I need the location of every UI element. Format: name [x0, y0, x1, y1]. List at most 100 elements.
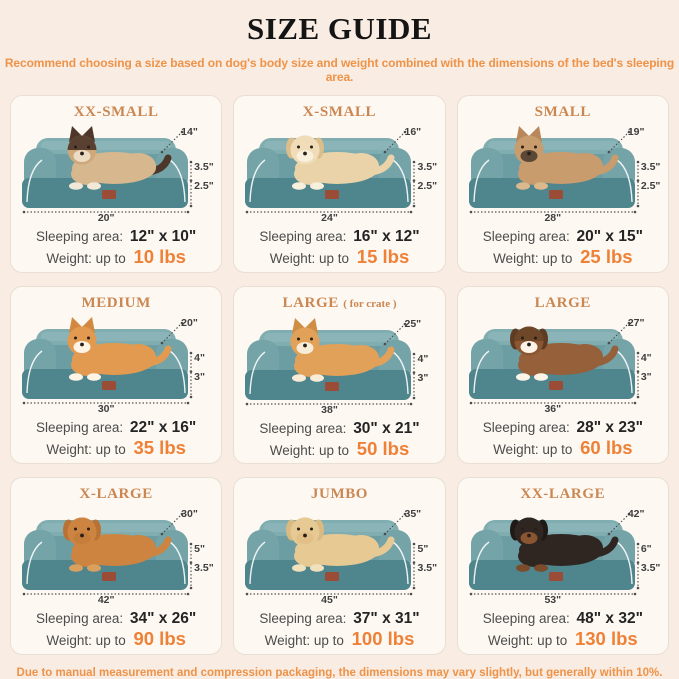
piping-right	[616, 541, 633, 585]
header: SIZE GUIDE Recommend choosing a size bas…	[0, 0, 679, 84]
bed-brand-tag	[102, 190, 117, 199]
size-label: LARGE	[534, 295, 591, 311]
weight-line: Weight: up to 130 lbs	[458, 628, 668, 652]
piping-left	[249, 159, 266, 203]
bed-illustration: 35" 5" 3.5" 45"	[237, 504, 441, 608]
piping-right	[393, 541, 410, 585]
weight-line: Weight: up to 15 lbs	[234, 246, 444, 270]
piping-right	[169, 350, 186, 394]
pet-eye-left	[74, 336, 78, 340]
dim-width-label: 20"	[97, 212, 115, 224]
bed-brand-tag	[548, 190, 563, 199]
dim-bolster-height-label: 3.5"	[417, 161, 438, 173]
footer-note: Due to manual measurement and compressio…	[16, 667, 663, 679]
weight-value: 50 lbs	[356, 438, 410, 459]
pet-eye-right	[87, 145, 91, 149]
weight-value: 90 lbs	[133, 628, 186, 649]
dim-depth-label: 42"	[627, 508, 645, 520]
pet-eye-left	[520, 527, 524, 531]
weight-line: Weight: up to 50 lbs	[234, 438, 444, 462]
size-label: MEDIUM	[81, 295, 151, 311]
dim-depth-label: 35"	[404, 508, 422, 520]
bed-pet-graphic	[245, 318, 416, 406]
dimension-lines	[22, 321, 193, 405]
dim-base-height-label: 2.5"	[194, 180, 214, 192]
sleeping-area-value: 48" x 32"	[576, 610, 643, 627]
bed-illustration: 14" 3.5" 2.5" 20"	[14, 122, 218, 226]
dimension-lines	[469, 130, 640, 214]
page-subtitle: Recommend choosing a size based on dog's…	[4, 56, 675, 84]
bed-pet-graphic	[468, 321, 640, 405]
size-label: XX-SMALL	[73, 104, 159, 120]
pet-rottweiler	[509, 517, 619, 572]
dim-bolster-height-label: 6"	[640, 543, 652, 555]
bed-brand-tag	[548, 572, 563, 581]
sleeping-area-line: Sleeping area: 20" x 15"	[458, 227, 668, 246]
size-label: JUMBO	[310, 486, 369, 502]
weight-label: Weight: up to	[269, 251, 353, 266]
dim-base-height-label: 3.5"	[640, 562, 661, 574]
sleeping-area-value: 30" x 21"	[353, 420, 420, 437]
piping-right	[393, 159, 410, 203]
weight-label: Weight: up to	[487, 633, 571, 648]
dim-bolster-height-label: 3.5"	[194, 161, 214, 173]
size-card: X-LARGE	[10, 477, 223, 655]
sleeping-area-line: Sleeping area: 48" x 32"	[458, 609, 668, 628]
piping-left	[26, 350, 43, 394]
pet-nose	[303, 151, 308, 156]
pet-eye-right	[87, 336, 91, 340]
bed-brand-tag	[548, 381, 563, 390]
size-label: SMALL	[534, 104, 591, 120]
bed-illustration: 20" 4" 3" 30"	[14, 313, 218, 417]
weight-label: Weight: up to	[269, 443, 353, 458]
pet-nose	[526, 342, 531, 347]
dim-base-height-label: 3"	[417, 372, 429, 384]
size-label: XX-LARGE	[520, 486, 606, 502]
sleeping-area-value: 16" x 12"	[353, 228, 420, 245]
weight-label: Weight: up to	[493, 251, 577, 266]
dim-depth-label: 20"	[181, 317, 198, 329]
bed-illustration: 42" 6" 3.5" 53"	[461, 504, 665, 608]
sleeping-area-line: Sleeping area: 30" x 21"	[234, 419, 444, 438]
bed-brand-tag	[325, 382, 340, 391]
pet-nose	[80, 151, 85, 156]
pet-cat	[67, 126, 172, 190]
weight-label: Weight: up to	[46, 633, 130, 648]
piping-right	[393, 351, 410, 395]
bed-brand-tag	[102, 381, 117, 390]
bed-illustration: 27" 4" 3" 36"	[461, 313, 665, 417]
dimension-lines	[246, 322, 416, 406]
piping-right	[616, 350, 633, 394]
pet-border-collie	[509, 326, 619, 381]
sleeping-area-line: Sleeping area: 34" x 26"	[11, 609, 221, 628]
pet-eye-right	[533, 527, 537, 531]
dim-width-label: 53"	[544, 594, 562, 606]
piping-left	[473, 350, 490, 394]
sleeping-area-label: Sleeping area:	[36, 229, 127, 244]
sleeping-area-label: Sleeping area:	[482, 611, 574, 626]
size-card: LARGE	[456, 286, 669, 464]
piping-left	[473, 159, 490, 203]
dim-base-height-label: 3.5"	[194, 562, 214, 574]
size-title: XX-SMALL	[11, 103, 221, 121]
dimension-lines	[469, 512, 640, 596]
piping-left	[26, 541, 43, 585]
pet-nose	[303, 533, 308, 538]
bed-illustration: 16" 3.5" 2.5" 24"	[237, 122, 441, 226]
sleeping-area-line: Sleeping area: 37" x 31"	[234, 609, 444, 628]
dim-base-height-label: 3.5"	[417, 562, 438, 574]
bed-illustration: 19" 3.5" 2.5" 28"	[461, 122, 665, 226]
dim-depth-label: 19"	[627, 126, 645, 138]
size-title: LARGE	[458, 294, 668, 312]
size-card: SMALL	[456, 95, 669, 273]
pet-eye-left	[74, 145, 78, 149]
dim-depth-label: 16"	[404, 126, 422, 138]
pet-nose	[80, 342, 85, 347]
pet-eye-right	[533, 336, 537, 340]
pet-eye-left	[520, 336, 524, 340]
pet-eye-left	[74, 527, 78, 531]
pet-eye-right	[310, 527, 314, 531]
weight-value: 130 lbs	[574, 628, 638, 649]
weight-line: Weight: up to 100 lbs	[234, 628, 444, 652]
weight-value: 60 lbs	[580, 437, 633, 458]
